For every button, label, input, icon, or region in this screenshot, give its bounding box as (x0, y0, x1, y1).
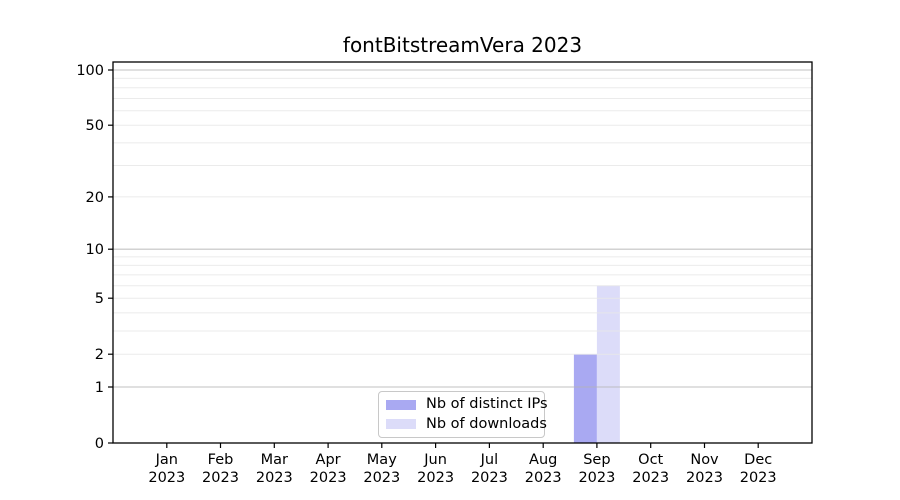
y-tick-label-1: 1 (95, 380, 104, 396)
x-tick-label-year-aug: 2023 (525, 470, 562, 486)
x-tick-label-month-jul: Jul (480, 452, 499, 468)
x-tick-label-year-jul: 2023 (471, 470, 508, 486)
x-tick-label-month-mar: Mar (261, 452, 288, 468)
x-tick-label-year-dec: 2023 (740, 470, 777, 486)
x-tick-label-month-may: May (367, 452, 397, 468)
x-tick-label-month-apr: Apr (316, 452, 341, 468)
x-tick-label-year-jan: 2023 (148, 470, 185, 486)
bar-nb-of-distinct-ips-sep (573, 354, 597, 443)
x-tick-label-month-sep: Sep (583, 452, 610, 468)
chart-title: fontBitstreamVera 2023 (342, 33, 583, 57)
x-tick-label-year-sep: 2023 (578, 470, 615, 486)
legend-swatch-distinct-ips (386, 399, 416, 410)
y-tick-label-0: 0 (95, 436, 104, 452)
y-tick-label-50: 50 (86, 118, 104, 134)
y-tick-label-20: 20 (86, 190, 104, 206)
x-tick-label-month-oct: Oct (638, 452, 663, 468)
x-tick-label-year-apr: 2023 (310, 470, 347, 486)
x-tick-label-month-jun: Jun (423, 452, 447, 468)
legend-swatch-downloads (386, 419, 416, 430)
y-tick-label-2: 2 (95, 347, 104, 363)
legend-label-distinct-ips: Nb of distinct IPs (426, 396, 548, 413)
x-tick-label-year-mar: 2023 (256, 470, 293, 486)
x-tick-label-year-feb: 2023 (202, 470, 239, 486)
axes-frame (112, 61, 813, 444)
x-tick-label-month-dec: Dec (744, 452, 772, 468)
y-tick-label-10: 10 (86, 242, 104, 258)
legend-label-downloads: Nb of downloads (426, 415, 547, 432)
legend-item-distinct-ips: Nb of distinct IPs (379, 396, 548, 413)
x-tick-label-month-feb: Feb (208, 452, 234, 468)
x-tick-label-year-jun: 2023 (417, 470, 454, 486)
y-tick-label-5: 5 (95, 291, 104, 307)
legend-item-downloads: Nb of downloads (379, 415, 547, 433)
x-tick-label-month-jan: Jan (155, 452, 178, 468)
bar-nb-of-downloads-sep (596, 285, 620, 443)
y-tick-label-100: 100 (76, 63, 104, 79)
x-tick-label-month-nov: Nov (690, 452, 719, 468)
x-tick-label-year-may: 2023 (363, 470, 400, 486)
x-tick-label-year-oct: 2023 (632, 470, 669, 486)
x-tick-label-year-nov: 2023 (686, 470, 723, 486)
x-tick-label-month-aug: Aug (529, 452, 557, 468)
legend: Nb of distinct IPs Nb of downloads (378, 391, 548, 438)
